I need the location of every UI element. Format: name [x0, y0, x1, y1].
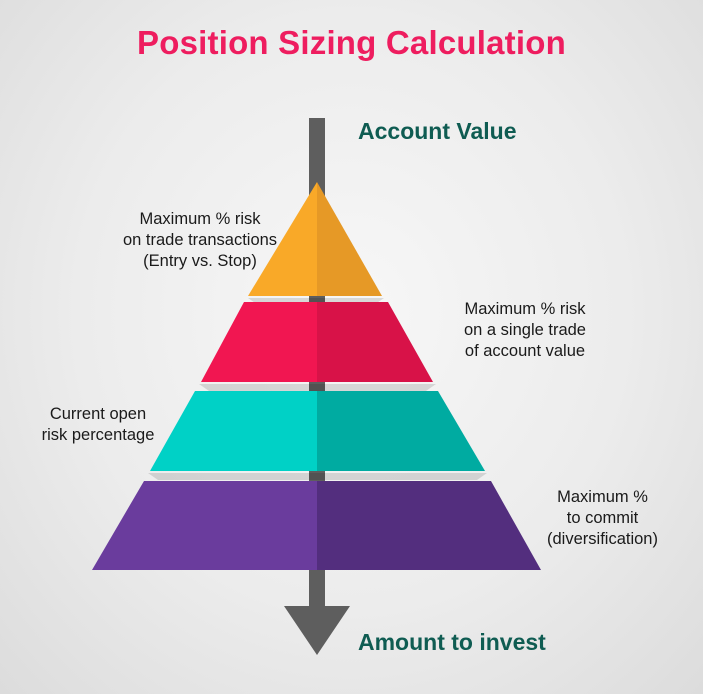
tier-4-annotation: Maximum % to commit (diversification) — [520, 487, 685, 550]
tier-2-line-2: on a single trade — [463, 321, 586, 339]
tier-1-line-1: Maximum % risk — [139, 210, 261, 228]
tier-4-line-1: Maximum % — [557, 488, 648, 506]
tier-1-left — [248, 182, 317, 296]
tier-2-shadow — [199, 384, 436, 391]
tier-2-annotation: Maximum % risk on a single trade of acco… — [425, 299, 625, 362]
tier-3-line-2: risk percentage — [41, 426, 155, 444]
tier-3-right — [317, 391, 485, 471]
tier-3-line-1: Current open — [49, 405, 147, 423]
tier-1-right — [317, 182, 382, 296]
tier-2-left — [201, 302, 317, 382]
tier-4-left — [92, 481, 317, 570]
tier-3-left — [150, 391, 317, 471]
flow-arrow-head — [284, 606, 350, 655]
tier-1-line-2: on trade transactions — [122, 231, 278, 249]
tier-3-annotation: Current open risk percentage — [18, 404, 178, 446]
flow-top-label: Account Value — [358, 118, 517, 144]
diagram-title: Position Sizing Calculation — [137, 24, 566, 61]
tier-4-line-2: to commit — [566, 509, 639, 527]
tier-4-line-3: (diversification) — [547, 530, 658, 548]
tier-2-right — [317, 302, 433, 382]
tier-4-right — [317, 481, 541, 570]
tier-2-line-3: of account value — [464, 342, 586, 360]
tier-1-annotation: Maximum % risk on trade transactions (En… — [95, 209, 305, 272]
tier-2-line-1: Maximum % risk — [464, 300, 586, 318]
tier-3-shadow — [148, 473, 487, 480]
flow-bottom-label: Amount to invest — [358, 629, 546, 655]
tier-1-line-3: (Entry vs. Stop) — [143, 252, 257, 270]
